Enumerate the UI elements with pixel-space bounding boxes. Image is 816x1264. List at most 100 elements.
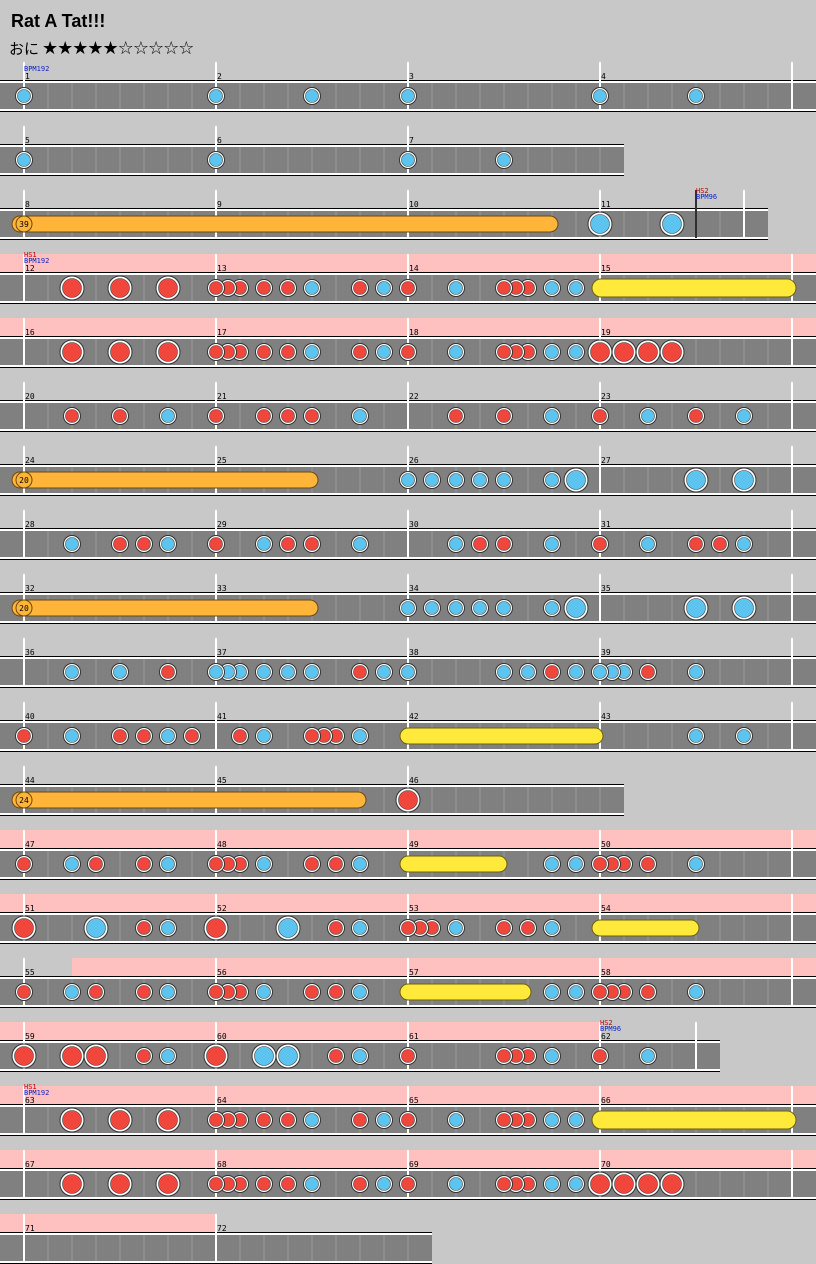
big-note-face: [686, 470, 706, 490]
note-face: [497, 601, 511, 615]
note-face: [545, 857, 559, 871]
bar-line: [791, 702, 793, 750]
drumroll: [399, 727, 604, 745]
note-face: [737, 729, 751, 743]
note-face: [113, 729, 127, 743]
note-face: [641, 409, 655, 423]
note-face: [257, 1113, 271, 1127]
measure-number: 15: [601, 264, 611, 273]
measure-number: 58: [601, 968, 611, 977]
note-face: [353, 729, 367, 743]
note-face: [545, 665, 559, 679]
big-note-face: [206, 1046, 226, 1066]
note-face: [401, 473, 415, 487]
note-face: [401, 153, 415, 167]
measure-number: 63: [25, 1096, 35, 1105]
measure-number: 71: [25, 1224, 35, 1233]
bar-line: [599, 254, 601, 302]
measure-number: 17: [217, 328, 227, 337]
note-face: [281, 409, 295, 423]
note-face: [161, 409, 175, 423]
note-face: [689, 89, 703, 103]
note-face: [353, 537, 367, 551]
note-face: [713, 537, 727, 551]
measure-number: 48: [217, 840, 227, 849]
big-note-face: [662, 342, 682, 362]
measure-number: 22: [409, 392, 419, 401]
note-face: [353, 409, 367, 423]
note-face: [425, 601, 439, 615]
measure-number: 18: [409, 328, 419, 337]
measure-number: 7: [409, 136, 414, 145]
bar-line: [599, 1022, 601, 1070]
bar-line: [791, 958, 793, 1006]
bar-line: [23, 574, 25, 622]
measure-number: 35: [601, 584, 611, 593]
bar-line: [407, 574, 409, 622]
measure-number: 4: [601, 72, 606, 81]
measure-number: 14: [409, 264, 419, 273]
balloon-count: 24: [19, 796, 29, 805]
balloon-head: [15, 215, 33, 233]
note-face: [545, 473, 559, 487]
note-face: [305, 857, 319, 871]
note-face: [305, 345, 319, 359]
note-face: [545, 601, 559, 615]
big-note-face: [86, 918, 106, 938]
balloon-head: [15, 599, 33, 617]
bar-line: [215, 190, 217, 238]
bar-line: [791, 510, 793, 558]
scroll-marker: HS2: [696, 187, 709, 195]
note-face: [17, 985, 31, 999]
measure-number: 5: [25, 136, 30, 145]
bar-line: [23, 638, 25, 686]
bar-line: [791, 382, 793, 430]
note-face: [353, 1177, 367, 1191]
note-face: [401, 345, 415, 359]
big-note-face: [62, 1110, 82, 1130]
measure-number: 16: [25, 328, 35, 337]
big-note-face: [158, 1110, 178, 1130]
measure-number: 25: [217, 456, 227, 465]
measure-number: 34: [409, 584, 419, 593]
measure-number: 64: [217, 1096, 227, 1105]
big-note-face: [566, 470, 586, 490]
bar-line: [791, 894, 793, 942]
note-face: [497, 345, 511, 359]
big-note-face: [566, 598, 586, 618]
measure-number: 9: [217, 200, 222, 209]
bpm-marker: BPM96: [600, 1025, 621, 1033]
note-face: [209, 153, 223, 167]
note-face: [569, 665, 583, 679]
bar-line: [407, 318, 409, 366]
note-face: [209, 409, 223, 423]
measure-number: 47: [25, 840, 35, 849]
scroll-marker: HS1: [24, 1083, 37, 1091]
note-face: [137, 537, 151, 551]
measure-number: 31: [601, 520, 611, 529]
note-face: [377, 345, 391, 359]
note-face: [353, 665, 367, 679]
scroll-marker: HS2: [600, 1019, 613, 1027]
measure-number: 26: [409, 456, 419, 465]
measure-number: 10: [409, 200, 419, 209]
note-face: [305, 1177, 319, 1191]
big-note-face: [398, 790, 418, 810]
note-face: [545, 1113, 559, 1127]
note-face: [377, 281, 391, 295]
measure-number: 39: [601, 648, 611, 657]
note-face: [569, 857, 583, 871]
measure-number: 56: [217, 968, 227, 977]
bar-line: [599, 62, 601, 110]
note-face: [545, 1049, 559, 1063]
bar-line: [23, 702, 25, 750]
note-face: [377, 1177, 391, 1191]
note-face: [497, 473, 511, 487]
note-face: [593, 89, 607, 103]
note-face: [305, 985, 319, 999]
course: おに: [9, 40, 39, 58]
big-note-face: [614, 342, 634, 362]
note-face: [401, 1049, 415, 1063]
note-face: [137, 857, 151, 871]
note-face: [281, 1177, 295, 1191]
